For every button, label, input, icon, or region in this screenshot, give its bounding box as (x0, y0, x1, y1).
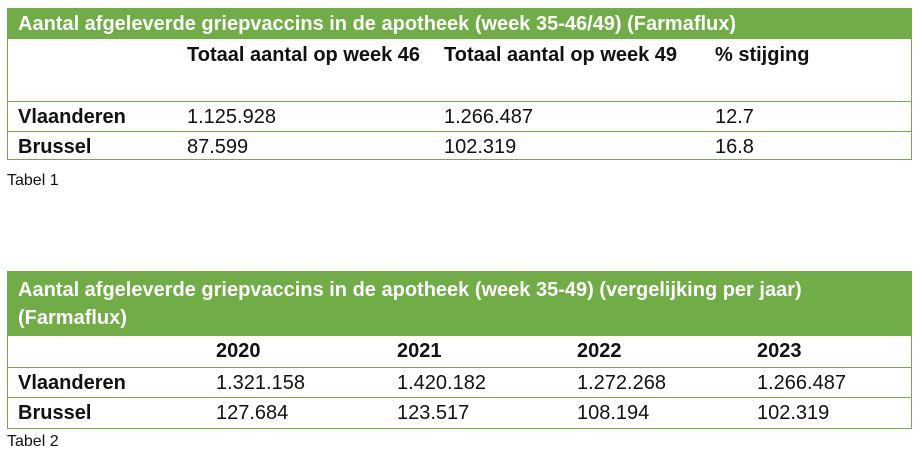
cell-value: 87.599 (187, 136, 249, 158)
table-1-caption: Tabel 1 (7, 172, 59, 189)
column-header-2020: 2020 (216, 340, 261, 362)
cell-value: 102.319 (444, 136, 517, 158)
column-header-week46: Totaal aantal op week 46 (187, 44, 421, 66)
table-1-title: Aantal afgeleverde griepvaccins in de ap… (8, 9, 911, 39)
table-row: Vlaanderen 1.125.928 1.266.487 12.7 (8, 101, 911, 131)
row-label-brussel: Brussel (18, 402, 92, 424)
cell-value: 102.319 (757, 402, 830, 424)
column-header-2021: 2021 (397, 340, 442, 362)
table-2-caption: Tabel 2 (7, 433, 59, 450)
table-1-header-row: Totaal aantal op week 46 Totaal aantal o… (8, 39, 911, 101)
cell-value: 1.272.268 (577, 372, 666, 394)
table-row: Brussel 87.599 102.319 16.8 (8, 131, 911, 161)
cell-value: 1.266.487 (444, 106, 533, 128)
cell-value: 123.517 (397, 402, 470, 424)
table-2-title: Aantal afgeleverde griepvaccins in de ap… (8, 272, 911, 336)
row-label-vlaanderen: Vlaanderen (18, 372, 126, 394)
column-header-2023: 2023 (757, 340, 802, 362)
table-2: Aantal afgeleverde griepvaccins in de ap… (7, 271, 912, 429)
table-1: Aantal afgeleverde griepvaccins in de ap… (7, 8, 912, 160)
cell-value: 1.125.928 (187, 106, 276, 128)
cell-value: 108.194 (577, 402, 650, 424)
cell-value: 1.420.182 (397, 372, 486, 394)
table-2-header-row: 2020 2021 2022 2023 (8, 336, 911, 367)
table-row: Vlaanderen 1.321.158 1.420.182 1.272.268… (8, 367, 911, 397)
cell-value: 127.684 (216, 402, 289, 424)
cell-value: 1.321.158 (216, 372, 305, 394)
column-header-increase: % stijging (715, 44, 810, 66)
cell-value: 1.266.487 (757, 372, 846, 394)
table-row: Brussel 127.684 123.517 108.194 102.319 (8, 397, 911, 427)
cell-value: 12.7 (715, 106, 754, 128)
row-label-vlaanderen: Vlaanderen (18, 106, 126, 128)
column-header-week49: Totaal aantal op week 49 (444, 44, 678, 66)
row-label-brussel: Brussel (18, 136, 92, 158)
column-header-2022: 2022 (577, 340, 622, 362)
cell-value: 16.8 (715, 136, 754, 158)
